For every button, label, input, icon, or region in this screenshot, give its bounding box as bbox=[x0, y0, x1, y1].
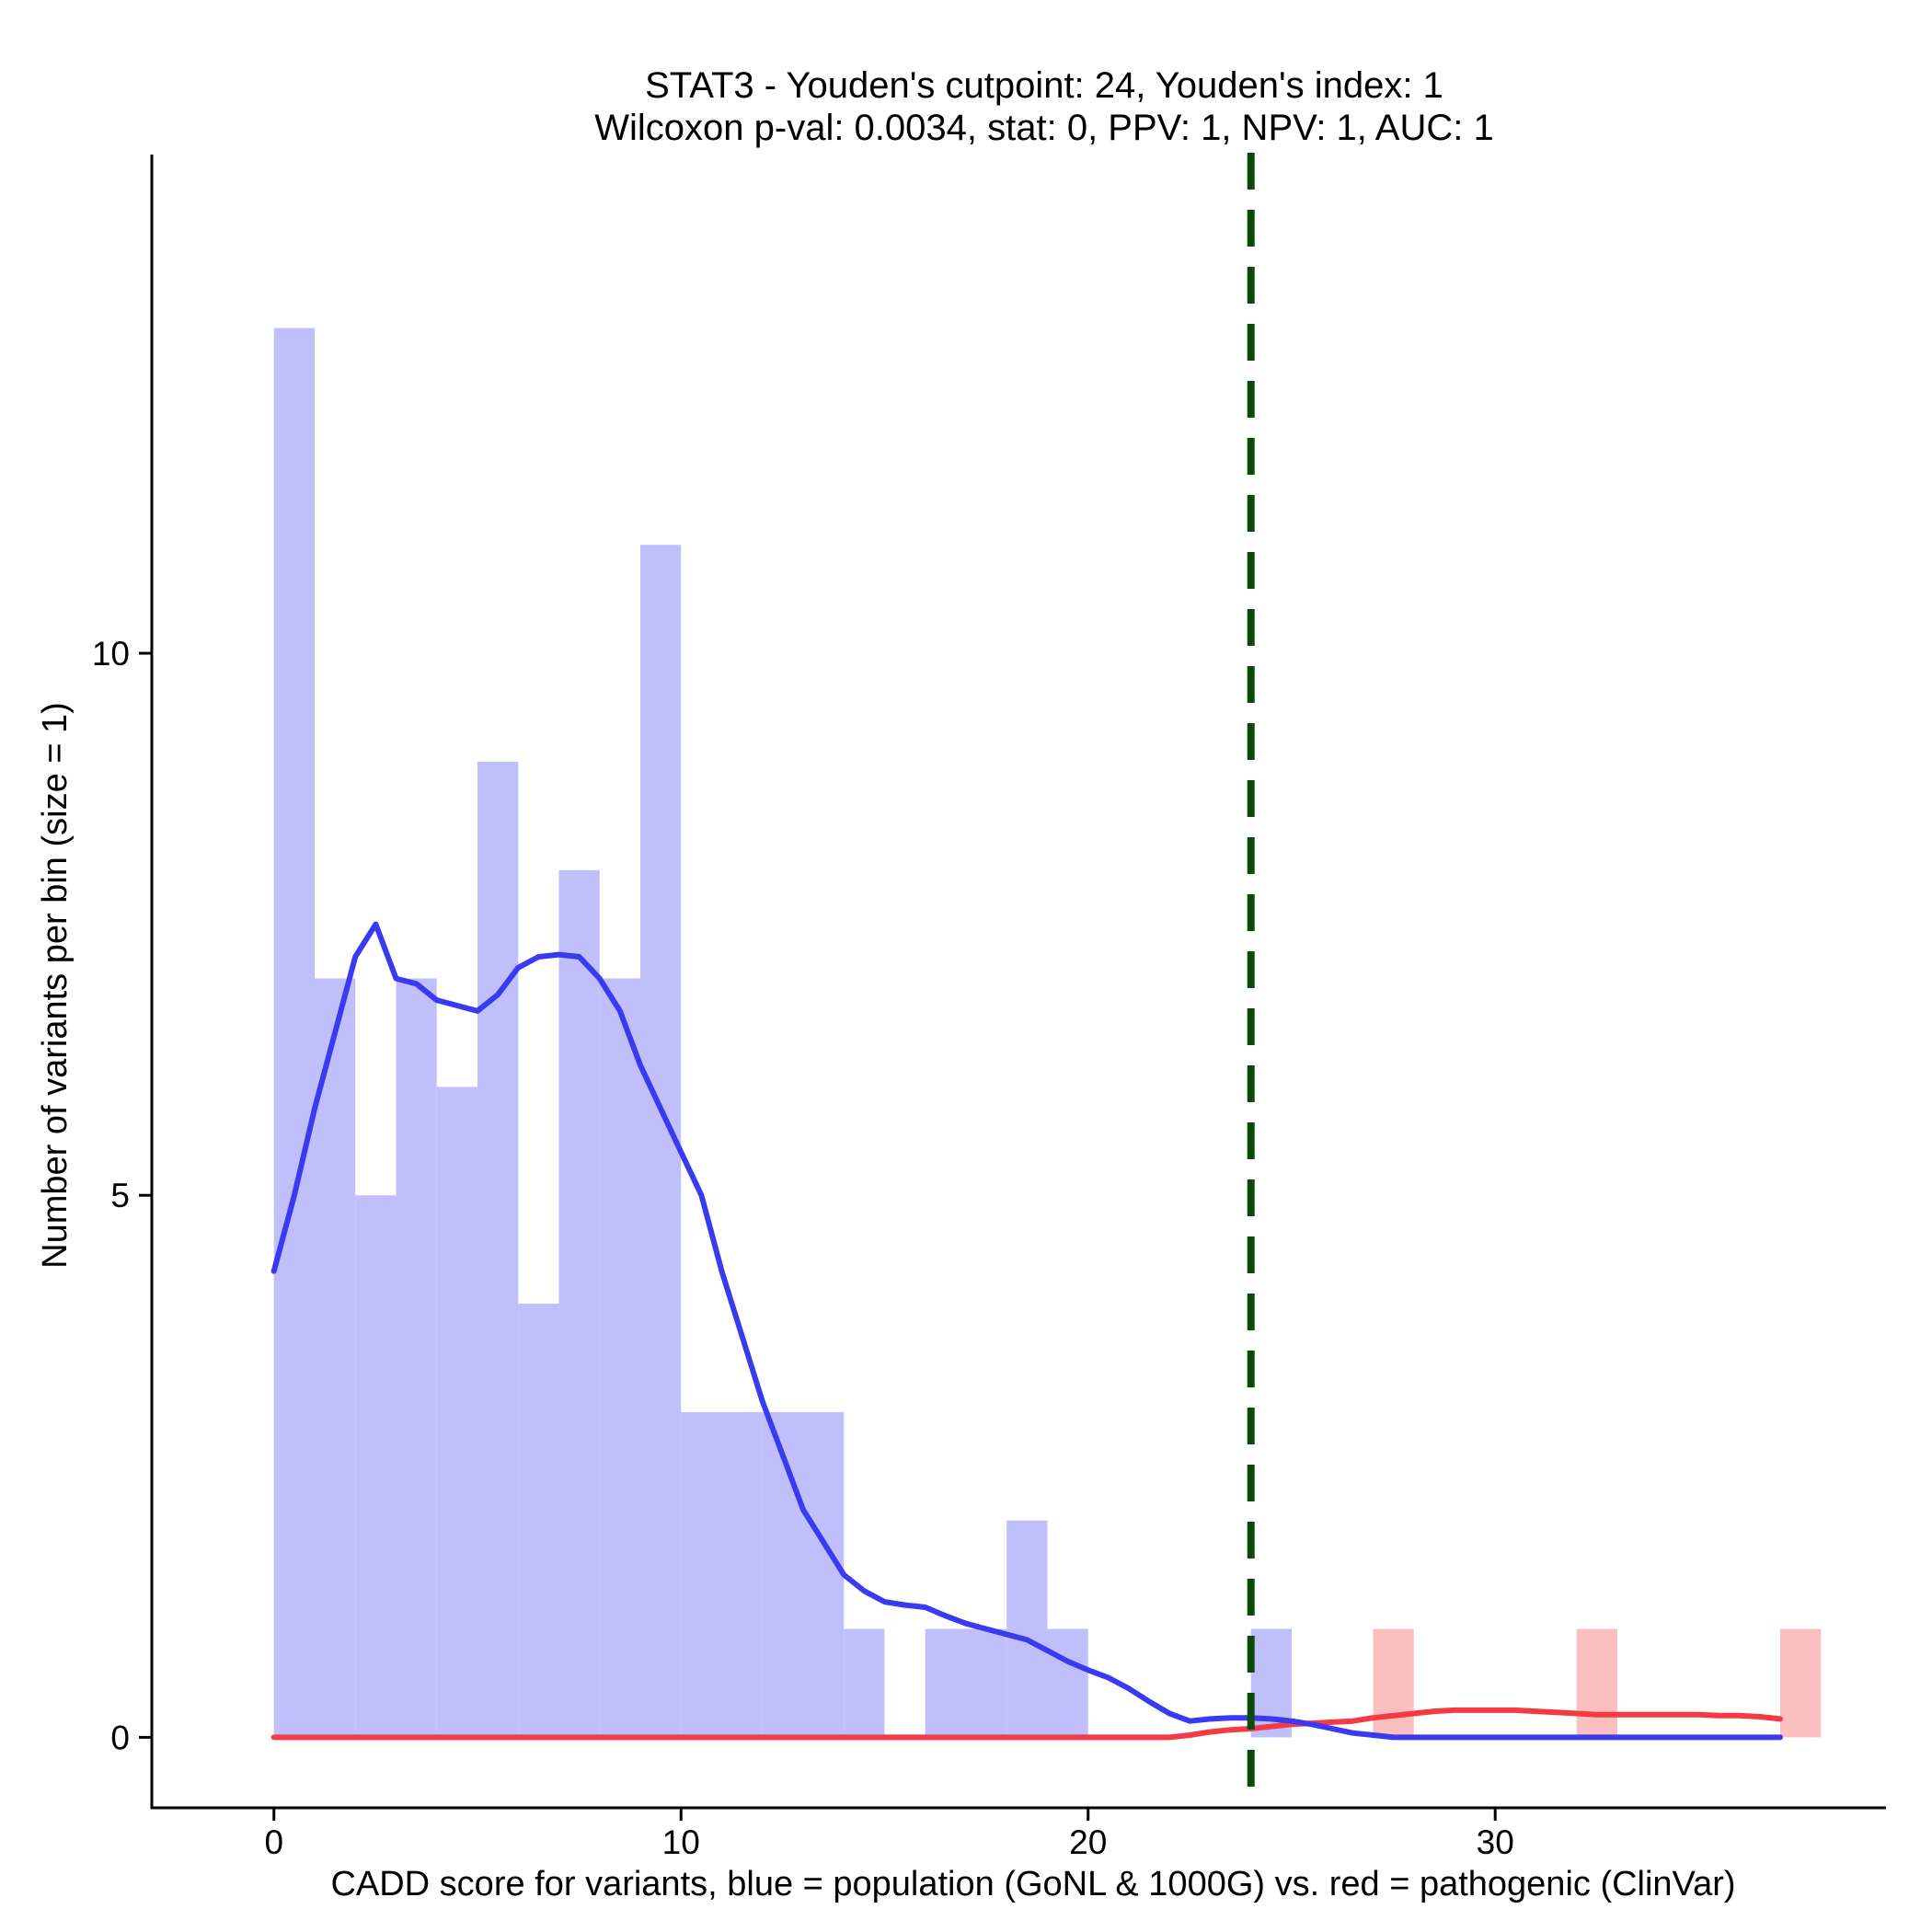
x-tick-label-0: 0 bbox=[264, 1823, 283, 1861]
pathogenic-density-line bbox=[270, 1707, 1783, 1741]
population-bar-4 bbox=[436, 1087, 477, 1738]
population-bar-8 bbox=[599, 978, 640, 1738]
x-axis-label: CADD score for variants, blue = populati… bbox=[330, 1865, 1735, 1903]
density-lines bbox=[270, 921, 1783, 1741]
x-tick-label-10: 10 bbox=[662, 1823, 700, 1861]
y-axis-label: Number of variants per bin (size = 1) bbox=[36, 702, 75, 1269]
pathogenic-bar-27 bbox=[1373, 1628, 1414, 1738]
population-density-line bbox=[270, 921, 1783, 1741]
population-bar-7 bbox=[558, 869, 600, 1738]
population-bar-1 bbox=[314, 978, 356, 1738]
chart-title-line-1: STAT3 - Youden's cutpoint: 24, Youden's … bbox=[645, 65, 1443, 106]
population-bar-18 bbox=[1006, 1520, 1048, 1738]
y-tick-label-10: 10 bbox=[92, 635, 130, 673]
y-tick-label-5: 5 bbox=[110, 1177, 130, 1214]
population-bar-13 bbox=[802, 1411, 845, 1738]
population-bar-0 bbox=[273, 328, 315, 1738]
population-bar-2 bbox=[355, 1195, 397, 1738]
x-tick-label-20: 20 bbox=[1069, 1823, 1107, 1861]
pathogenic-bar-37 bbox=[1779, 1628, 1822, 1738]
population-bar-11 bbox=[721, 1411, 763, 1738]
population-bar-16 bbox=[925, 1628, 966, 1738]
population-bar-6 bbox=[518, 1304, 559, 1738]
y-tick-label-0: 0 bbox=[110, 1719, 130, 1756]
axes: 0 10 20 30 0 5 10 bbox=[92, 155, 1886, 1861]
chart-title: STAT3 - Youden's cutpoint: 24, Youden's … bbox=[594, 65, 1493, 148]
population-bar-17 bbox=[965, 1628, 1007, 1738]
population-bars bbox=[273, 328, 1292, 1738]
pathogenic-bars bbox=[1373, 1628, 1822, 1738]
chart-title-line-2: Wilcoxon p-val: 0.0034, stat: 0, PPV: 1,… bbox=[594, 108, 1493, 148]
population-bar-14 bbox=[844, 1628, 885, 1738]
population-bar-10 bbox=[681, 1411, 722, 1738]
population-bar-19 bbox=[1047, 1628, 1088, 1738]
x-tick-label-30: 30 bbox=[1477, 1823, 1514, 1861]
population-bar-3 bbox=[396, 978, 437, 1738]
population-bar-12 bbox=[762, 1411, 803, 1738]
population-bar-5 bbox=[477, 761, 519, 1738]
pathogenic-bar-32 bbox=[1576, 1628, 1617, 1738]
